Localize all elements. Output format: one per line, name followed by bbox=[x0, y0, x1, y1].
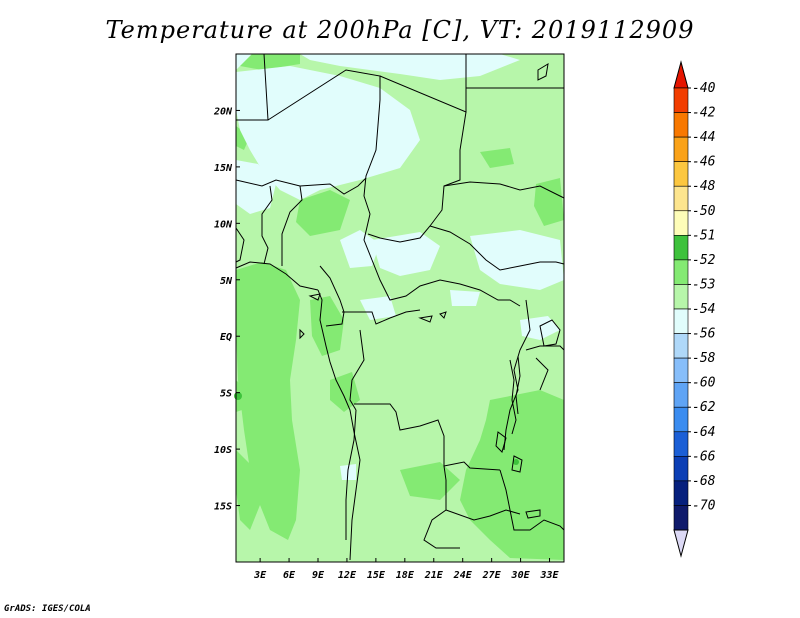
chart-title: Temperature at 200hPa [C], VT: 201911290… bbox=[105, 16, 695, 44]
colorbar-label: -51 bbox=[692, 228, 715, 243]
colorbar-label: -48 bbox=[692, 179, 716, 194]
latitude-labels: 20N 15N 10N 5N EQ 5S 10S 15S bbox=[213, 106, 240, 513]
colorbar-label: -70 bbox=[692, 498, 716, 513]
colorbar-label: -56 bbox=[692, 327, 716, 342]
colorbar-box bbox=[673, 406, 689, 433]
colorbar-label: -50 bbox=[692, 204, 716, 219]
country-borders bbox=[235, 53, 565, 561]
colorbar-box bbox=[673, 136, 689, 162]
colorbar-label: -64 bbox=[692, 425, 715, 440]
colorbar-box bbox=[673, 357, 689, 383]
lat-label-15S: 15S bbox=[214, 502, 232, 513]
colorbar-box bbox=[673, 259, 689, 285]
colorbar-label: -58 bbox=[692, 351, 716, 366]
lon-label-12E: 12E bbox=[338, 570, 357, 581]
lon-label-33E: 33E bbox=[539, 570, 559, 581]
colorbar-box bbox=[673, 185, 689, 212]
colorbar-box bbox=[673, 456, 689, 482]
map-frame bbox=[235, 53, 565, 563]
lat-label-5S: 5S bbox=[220, 389, 232, 400]
lat-label-EQ: EQ bbox=[220, 332, 232, 343]
colorbar-labels: -40 -42 -44 -46 -48 -50 -51 -52 -53 -54 -56 -58 -60 -… bbox=[688, 81, 716, 513]
lon-label-27E: 27E bbox=[482, 570, 502, 581]
lat-label-20N: 20N bbox=[213, 106, 233, 117]
lat-label-10S: 10S bbox=[214, 445, 232, 456]
lon-label-6E: 6E bbox=[283, 570, 296, 581]
lon-label-18E: 18E bbox=[396, 570, 415, 581]
colorbar-label: -40 bbox=[692, 81, 716, 96]
longitude-labels: 3E 6E 9E 12E 15E 18E 21E 24E 27E 30E 33E bbox=[253, 558, 560, 581]
lat-label-15N: 15N bbox=[214, 163, 233, 174]
colorbar-box bbox=[673, 431, 689, 457]
colorbar-box bbox=[673, 505, 689, 531]
colorbar-box bbox=[673, 112, 689, 138]
colorbar-label: -52 bbox=[692, 253, 716, 268]
colorbar-label: -46 bbox=[692, 155, 716, 170]
lon-label-3E: 3E bbox=[253, 570, 267, 581]
colorbar bbox=[673, 60, 689, 558]
lon-label-30E: 30E bbox=[511, 570, 531, 581]
colorbar-top-arrow bbox=[673, 60, 689, 89]
colorbar-label: -54 bbox=[692, 302, 715, 317]
lon-label-9E: 9E bbox=[312, 570, 325, 581]
lon-label-24E: 24E bbox=[453, 570, 473, 581]
colorbar-box bbox=[673, 333, 689, 359]
grads-credit: GrADS: IGES/COLA bbox=[4, 604, 91, 614]
colorbar-box bbox=[673, 161, 689, 187]
colorbar-box bbox=[673, 87, 689, 113]
colorbar-label: -68 bbox=[692, 474, 716, 489]
colorbar-box bbox=[673, 382, 689, 408]
colorbar-bottom-arrow bbox=[673, 529, 689, 558]
lake-outlines bbox=[299, 63, 561, 519]
colorbar-box bbox=[673, 235, 689, 261]
lat-label-5N: 5N bbox=[220, 276, 233, 287]
colorbar-label: -62 bbox=[692, 400, 716, 415]
cold-patches bbox=[236, 54, 564, 480]
lon-label-15E: 15E bbox=[367, 570, 386, 581]
colorbar-box bbox=[673, 284, 689, 310]
colorbar-label: -66 bbox=[692, 449, 716, 464]
lat-label-10N: 10N bbox=[214, 219, 233, 230]
colorbar-box bbox=[673, 480, 689, 506]
colorbar-label: -44 bbox=[692, 130, 715, 145]
colorbar-box bbox=[673, 210, 689, 236]
colorbar-label: -60 bbox=[692, 376, 716, 391]
lon-label-21E: 21E bbox=[424, 570, 444, 581]
colorbar-box bbox=[673, 308, 689, 334]
colorbar-label: -42 bbox=[692, 106, 716, 121]
colorbar-label: -53 bbox=[692, 277, 715, 292]
